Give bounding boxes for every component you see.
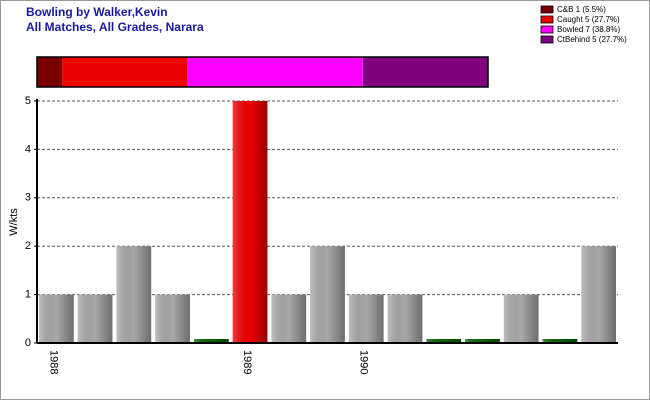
bar-shade (39, 294, 74, 343)
y-tick-label: 4 (25, 143, 31, 155)
bar-shade (426, 339, 462, 343)
y-tick-label: 2 (25, 240, 31, 252)
bar-shade (465, 339, 500, 343)
chart-title: Bowling by Walker,Kevin (26, 5, 168, 19)
bar-shade (193, 339, 229, 343)
y-axis-label: W/kts (8, 208, 20, 236)
legend-swatch (540, 5, 554, 14)
bar-frame (36, 56, 489, 88)
y-tick-label: 0 (25, 337, 31, 349)
segment (187, 57, 363, 87)
bar-shade (271, 294, 307, 343)
legend-swatch (540, 25, 554, 34)
y-tick-label: 3 (25, 192, 31, 204)
bar-shade (155, 294, 190, 343)
segment (362, 57, 488, 87)
bar-shade (77, 294, 113, 343)
bar-shade (116, 246, 152, 343)
chart-subtitle: All Matches, All Grades, Narara (26, 20, 204, 34)
y-tick-label: 1 (25, 289, 31, 301)
legend-label: Caught 5 (27.7%) (557, 15, 620, 24)
bar-shade (503, 294, 539, 343)
bar-shade (310, 246, 345, 343)
x-tick-label: 1989 (241, 350, 253, 374)
legend-swatch (540, 35, 554, 44)
legend-label: Bowled 7 (38.8%) (557, 25, 620, 34)
bar-shade (542, 339, 578, 343)
bar-shade (348, 294, 384, 343)
legend-swatch (540, 15, 554, 24)
legend-label: CtBehind 5 (27.7%) (557, 35, 627, 44)
legend-label: C&B 1 (5.5%) (557, 5, 606, 14)
segment (37, 57, 63, 87)
x-tick-label: 1988 (47, 350, 59, 374)
y-tick-label: 5 (25, 95, 31, 107)
bar-shade (232, 101, 268, 343)
segment (62, 57, 188, 87)
bar-shade (581, 246, 616, 343)
bar-shade (387, 294, 423, 343)
x-tick-label: 1990 (357, 350, 369, 374)
